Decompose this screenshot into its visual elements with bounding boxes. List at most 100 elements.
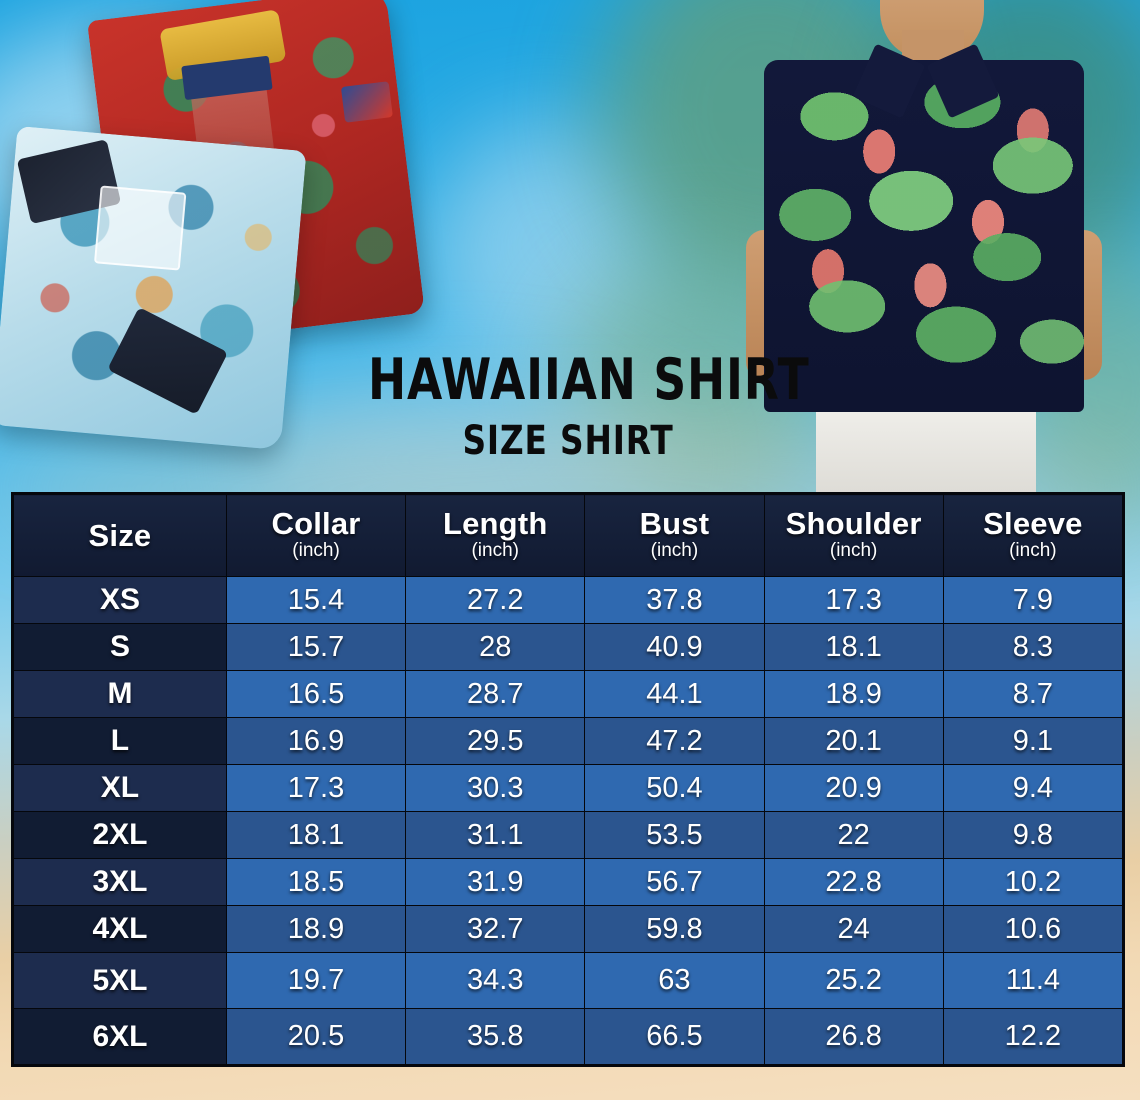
cell-collar: 15.4 <box>225 576 407 624</box>
cell-sleeve: 9.8 <box>942 811 1124 859</box>
column-header-shoulder-unit: (inch) <box>829 540 878 562</box>
cell-size: XL <box>13 764 227 812</box>
column-header-size: Size <box>13 494 227 577</box>
cell-bust: 47.2 <box>584 717 765 765</box>
table-row: 2XL 18.1 31.1 53.5 22 9.8 <box>13 811 1124 859</box>
table-row: XS 15.4 27.2 37.8 17.3 7.9 <box>13 576 1124 624</box>
cell-shoulder: 20.1 <box>763 717 944 765</box>
cell-collar: 16.5 <box>225 670 407 718</box>
cell-length: 34.3 <box>405 952 586 1009</box>
cell-collar: 18.9 <box>225 905 407 953</box>
column-header-length: Length (inch) <box>405 494 586 577</box>
cell-collar: 16.9 <box>225 717 407 765</box>
cell-shoulder: 24 <box>763 905 944 953</box>
cell-collar: 18.1 <box>225 811 407 859</box>
cell-shoulder: 18.9 <box>763 670 944 718</box>
cell-length: 28 <box>405 623 586 671</box>
cell-length: 35.8 <box>405 1008 586 1065</box>
cell-collar: 19.7 <box>225 952 407 1009</box>
cell-shoulder: 22 <box>763 811 944 859</box>
cell-shoulder: 26.8 <box>763 1008 944 1065</box>
column-header-length-label: Length <box>442 505 548 541</box>
cell-size: L <box>13 717 227 765</box>
column-header-collar-label: Collar <box>271 505 361 541</box>
cell-collar: 18.5 <box>225 858 407 906</box>
cell-length: 31.9 <box>405 858 586 906</box>
column-header-collar-unit: (inch) <box>292 540 340 562</box>
column-header-shoulder-label: Shoulder <box>785 505 922 541</box>
cell-length: 30.3 <box>405 764 586 812</box>
title-block: HAWAIIAN SHIRT SIZE SHIRT <box>318 347 818 464</box>
cell-bust: 44.1 <box>584 670 765 718</box>
page-subtitle: SIZE SHIRT <box>462 418 674 464</box>
cell-bust: 63 <box>584 952 765 1009</box>
column-header-sleeve-label: Sleeve <box>983 505 1083 541</box>
cell-collar: 17.3 <box>225 764 407 812</box>
table-row: 5XL 19.7 34.3 63 25.2 11.4 <box>13 952 1124 1009</box>
cell-sleeve: 7.9 <box>942 576 1124 624</box>
cell-bust: 66.5 <box>584 1008 765 1065</box>
blue-shirt-collar-second <box>107 307 229 415</box>
cell-bust: 37.8 <box>584 576 765 624</box>
table-row: M 16.5 28.7 44.1 18.9 8.7 <box>13 670 1124 718</box>
column-header-bust-unit: (inch) <box>650 540 699 562</box>
cell-size: 5XL <box>13 952 227 1009</box>
column-header-bust: Bust (inch) <box>584 494 765 577</box>
cell-collar: 15.7 <box>225 623 407 671</box>
blue-hawaiian-shirt-image <box>0 125 307 451</box>
table-row: 4XL 18.9 32.7 59.8 24 10.6 <box>13 905 1124 953</box>
table-body: XS 15.4 27.2 37.8 17.3 7.9 S 15.7 28 40.9 18.1 8.3 M… <box>13 576 1124 1065</box>
cell-length: 31.1 <box>405 811 586 859</box>
cell-shoulder: 20.9 <box>763 764 944 812</box>
table-row: S 15.7 28 40.9 18.1 8.3 <box>13 623 1124 671</box>
size-chart-table: Size Collar (inch) Length (inch) Bust (i… <box>13 494 1124 1065</box>
column-header-length-unit: (inch) <box>471 540 519 562</box>
cell-shoulder: 22.8 <box>763 858 944 906</box>
cell-length: 29.5 <box>405 717 586 765</box>
cell-bust: 50.4 <box>584 764 765 812</box>
cell-shoulder: 18.1 <box>763 623 944 671</box>
cell-size: S <box>13 623 227 671</box>
flamingo-hawaiian-shirt-image <box>764 60 1084 412</box>
cell-size: XS <box>13 576 227 624</box>
cell-sleeve: 8.3 <box>942 623 1124 671</box>
cell-collar: 20.5 <box>225 1008 407 1065</box>
cell-sleeve: 10.6 <box>942 905 1124 953</box>
cell-shoulder: 25.2 <box>763 952 944 1009</box>
cell-sleeve: 8.7 <box>942 670 1124 718</box>
cell-sleeve: 9.1 <box>942 717 1124 765</box>
cell-size: 6XL <box>13 1008 227 1065</box>
cell-bust: 40.9 <box>584 623 765 671</box>
cell-sleeve: 9.4 <box>942 764 1124 812</box>
column-header-bust-label: Bust <box>639 505 710 541</box>
column-header-sleeve: Sleeve (inch) <box>942 494 1124 577</box>
red-shirt-price-tag <box>340 81 393 123</box>
column-header-shoulder: Shoulder (inch) <box>763 494 944 577</box>
table-row: L 16.9 29.5 47.2 20.1 9.1 <box>13 717 1124 765</box>
cell-length: 28.7 <box>405 670 586 718</box>
cell-size: 4XL <box>13 905 227 953</box>
cell-bust: 53.5 <box>584 811 765 859</box>
cell-size: 2XL <box>13 811 227 859</box>
table-row: XL 17.3 30.3 50.4 20.9 9.4 <box>13 764 1124 812</box>
cell-shoulder: 17.3 <box>763 576 944 624</box>
cell-bust: 56.7 <box>584 858 765 906</box>
cell-sleeve: 12.2 <box>942 1008 1124 1065</box>
table-header: Size Collar (inch) Length (inch) Bust (i… <box>13 494 1124 577</box>
cell-size: M <box>13 670 227 718</box>
cell-sleeve: 10.2 <box>942 858 1124 906</box>
size-chart-table-wrapper: Size Collar (inch) Length (inch) Bust (i… <box>11 492 1125 1067</box>
page-title: HAWAIIAN SHIRT <box>368 347 810 413</box>
cell-size: 3XL <box>13 858 227 906</box>
cell-length: 32.7 <box>405 905 586 953</box>
table-header-row: Size Collar (inch) Length (inch) Bust (i… <box>13 494 1124 577</box>
cell-sleeve: 11.4 <box>942 952 1124 1009</box>
column-header-collar: Collar (inch) <box>225 494 407 577</box>
table-row: 3XL 18.5 31.9 56.7 22.8 10.2 <box>13 858 1124 906</box>
column-header-sleeve-unit: (inch) <box>1009 540 1057 562</box>
model-photo <box>712 0 1132 502</box>
table-row: 6XL 20.5 35.8 66.5 26.8 12.2 <box>13 1008 1124 1065</box>
column-header-size-label: Size <box>88 517 152 553</box>
cell-bust: 59.8 <box>584 905 765 953</box>
